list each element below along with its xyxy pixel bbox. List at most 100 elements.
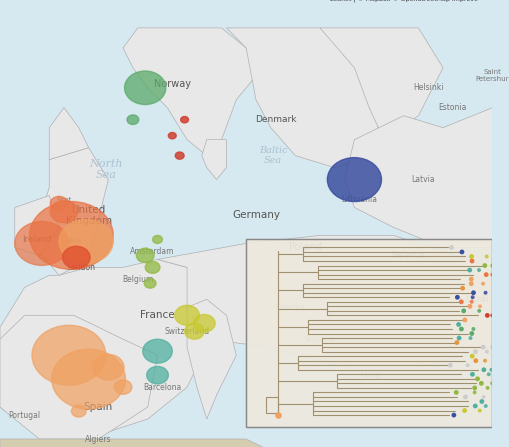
- Point: [455, 334, 463, 342]
- Point: [468, 353, 476, 360]
- Point: [461, 393, 469, 401]
- Polygon shape: [15, 195, 59, 255]
- Polygon shape: [0, 259, 207, 435]
- Circle shape: [63, 246, 90, 269]
- Point: [485, 371, 493, 378]
- Text: Amsterdam: Amsterdam: [130, 247, 175, 256]
- Polygon shape: [202, 139, 227, 180]
- Polygon shape: [320, 28, 443, 139]
- Text: North
Sea: North Sea: [89, 159, 123, 181]
- Text: Ireland: Ireland: [22, 235, 51, 244]
- Text: Portugal: Portugal: [9, 410, 41, 420]
- Text: France: France: [140, 310, 175, 320]
- Circle shape: [147, 367, 168, 384]
- FancyBboxPatch shape: [246, 240, 492, 427]
- Polygon shape: [0, 439, 271, 447]
- Text: Norway: Norway: [154, 79, 191, 89]
- Text: Saint
Petershur: Saint Petershur: [475, 69, 509, 82]
- Point: [481, 357, 489, 364]
- Text: Spain: Spain: [84, 402, 113, 412]
- Text: Ukrai: Ukrai: [466, 295, 489, 304]
- Text: Barcelona: Barcelona: [144, 383, 182, 392]
- Point: [467, 280, 475, 287]
- Point: [457, 298, 465, 305]
- Point: [473, 375, 482, 382]
- Circle shape: [127, 115, 139, 124]
- Point: [468, 298, 476, 305]
- Point: [482, 402, 490, 409]
- Point: [477, 380, 486, 387]
- Point: [479, 344, 487, 351]
- Circle shape: [193, 315, 215, 332]
- Circle shape: [93, 354, 124, 380]
- Text: Hung...: Hung...: [360, 371, 388, 380]
- Point: [483, 253, 491, 260]
- Circle shape: [50, 196, 68, 211]
- Point: [466, 303, 474, 310]
- Point: [479, 280, 487, 287]
- Point: [466, 334, 474, 342]
- Point: [488, 312, 496, 319]
- Circle shape: [144, 278, 156, 288]
- Point: [481, 262, 489, 269]
- Point: [455, 321, 463, 328]
- Point: [476, 303, 484, 310]
- Text: Leaflet | © Mapbox © OpenStreetMap Improve: Leaflet | © Mapbox © OpenStreetMap Impro…: [330, 0, 477, 3]
- Polygon shape: [49, 108, 89, 160]
- Point: [469, 289, 477, 296]
- Circle shape: [125, 71, 166, 105]
- Text: United
Kingdom: United Kingdom: [66, 205, 111, 226]
- Circle shape: [52, 349, 126, 409]
- Text: Switzerland: Switzerland: [164, 327, 210, 336]
- Point: [471, 389, 479, 396]
- Point: [482, 289, 490, 296]
- Point: [482, 271, 490, 278]
- Point: [484, 384, 492, 392]
- Circle shape: [136, 248, 154, 262]
- Circle shape: [153, 236, 162, 244]
- Point: [480, 366, 488, 373]
- Point: [475, 266, 483, 274]
- Circle shape: [114, 380, 132, 394]
- Circle shape: [181, 117, 188, 123]
- Text: Helsinki: Helsinki: [413, 83, 443, 92]
- Point: [478, 398, 486, 405]
- Circle shape: [145, 261, 160, 274]
- Point: [461, 407, 469, 414]
- Polygon shape: [157, 236, 492, 367]
- Point: [488, 262, 496, 269]
- Point: [471, 402, 479, 409]
- Text: London: London: [67, 263, 95, 272]
- Point: [483, 312, 491, 319]
- Text: Poland: Poland: [289, 242, 322, 253]
- Circle shape: [185, 323, 204, 339]
- Point: [469, 325, 477, 333]
- Point: [461, 316, 469, 324]
- Point: [466, 266, 474, 274]
- Polygon shape: [39, 148, 108, 275]
- Text: Germany: Germany: [232, 211, 280, 220]
- Text: Denmark: Denmark: [255, 115, 296, 124]
- Polygon shape: [187, 299, 236, 419]
- Bar: [266, 397, 278, 413]
- Text: Algiers: Algiers: [85, 434, 111, 443]
- Point: [452, 389, 460, 396]
- Text: Lithuania: Lithuania: [342, 195, 377, 204]
- Point: [468, 330, 476, 337]
- Circle shape: [30, 202, 113, 270]
- Circle shape: [168, 132, 176, 139]
- Point: [475, 307, 484, 314]
- Point: [450, 412, 458, 419]
- Point: [471, 348, 479, 355]
- Circle shape: [143, 339, 172, 363]
- Circle shape: [50, 200, 78, 223]
- Text: Latvia: Latvia: [411, 175, 435, 184]
- Point: [471, 384, 479, 392]
- Circle shape: [175, 305, 200, 325]
- Circle shape: [71, 405, 86, 417]
- Point: [467, 275, 475, 283]
- Point: [487, 366, 495, 373]
- Point: [453, 339, 461, 346]
- Circle shape: [175, 152, 184, 159]
- Point: [464, 362, 472, 369]
